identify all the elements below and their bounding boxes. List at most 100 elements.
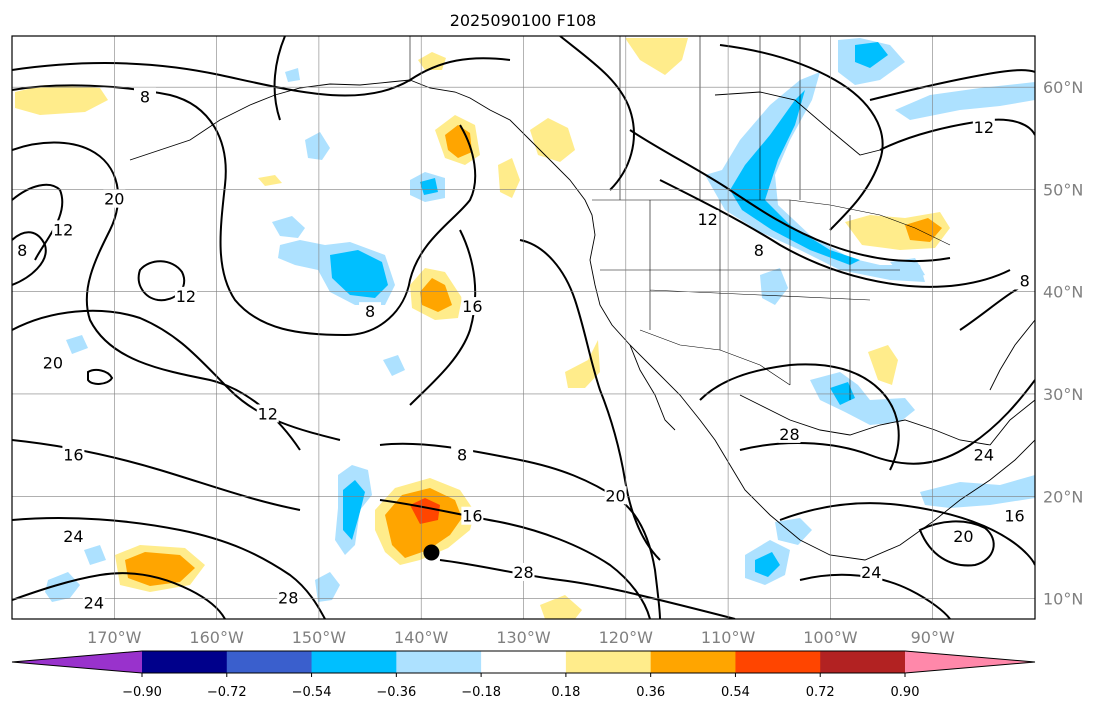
positive-anomaly-region: [868, 345, 898, 385]
contour-label-background: [747, 240, 770, 259]
contour-label-background: [41, 353, 64, 372]
contour-line: [699, 363, 900, 471]
contour-label: 20: [605, 486, 625, 505]
gulf-coastline: [739, 394, 1035, 446]
contour-line: [12, 57, 511, 97]
map-frame: [11, 35, 1036, 620]
negative-anomaly-region: [315, 572, 340, 602]
contour-label: 24: [861, 563, 881, 582]
negative-anomaly-region: [66, 335, 88, 354]
contour-label: 12: [258, 404, 278, 423]
contour-label-background: [451, 445, 474, 464]
contour-label-background: [604, 486, 627, 505]
colorbar-swatch: [311, 651, 397, 673]
contour-label-background: [1003, 506, 1026, 525]
contour-labels: 8 12 20 12 8 12 8 16 12 8 8 20 12 16 8 28 24 20 16 16 20 24 28…: [12, 87, 1035, 613]
contour-label: 24: [974, 445, 994, 464]
contour-label-background: [860, 562, 883, 581]
contour-label: 8: [17, 241, 27, 260]
negative-anomaly-region: [775, 518, 812, 545]
contour-line: [12, 84, 477, 337]
negative-anomaly-region: [855, 42, 888, 68]
contour-line: [779, 502, 1035, 566]
colorbar-swatch: [481, 651, 567, 673]
contour-line: [12, 231, 47, 286]
east-coastline: [989, 319, 1035, 391]
positive-anomaly-region: [410, 498, 440, 524]
negative-anomaly-region: [895, 82, 1035, 120]
contour-line: [409, 229, 477, 406]
contour-label: 16: [462, 507, 482, 526]
baja-coastline: [629, 344, 676, 431]
contour-line: [379, 499, 651, 619]
contour-label: 12: [176, 287, 196, 306]
lat-tick-label: 30°N: [1043, 385, 1083, 404]
contour-label: 12: [974, 118, 994, 137]
colorbar-tick-label: 0.18: [551, 685, 580, 700]
positive-anomaly-region: [258, 175, 282, 186]
contour-line: [869, 69, 1035, 101]
contour-label: 20: [104, 190, 124, 209]
lat-tick-label: 60°N: [1043, 78, 1083, 97]
contour-line: [439, 559, 736, 619]
colorbar-tick-label: 0.36: [636, 685, 665, 700]
lon-tick-label: 150°W: [292, 628, 347, 647]
negative-anomaly-region: [383, 355, 405, 376]
positive-anomaly-region: [625, 38, 688, 75]
colorbar-tick-label: −0.72: [207, 685, 247, 700]
contour-label-background: [972, 445, 995, 464]
contour-label: 12: [53, 220, 73, 239]
lat-tick-label: 40°N: [1043, 283, 1083, 302]
lat-tick-label: 10°N: [1043, 590, 1083, 609]
contour-label: 24: [63, 527, 83, 546]
longitude-tick-labels: 170°W 160°W 150°W 140°W 130°W 120°W 110°W 100°W…: [87, 628, 955, 647]
contour-label: 20: [953, 527, 973, 546]
colorbar-swatch: [650, 651, 736, 673]
contour-label-background: [461, 506, 484, 525]
contour-label: 28: [779, 425, 799, 444]
contour-label-background: [952, 527, 975, 546]
negative-anomaly-region: [330, 250, 388, 298]
colorbar-tick-label: −0.90: [122, 685, 162, 700]
colorbar-tick-label: 0.72: [806, 685, 835, 700]
contour-line: [659, 179, 1011, 288]
negative-anomaly-region: [272, 216, 305, 238]
contour-label: 16: [1004, 507, 1024, 526]
contour-line: [629, 129, 951, 263]
contour-label: 24: [84, 594, 104, 613]
lat-tick-label: 50°N: [1043, 180, 1083, 199]
contour-line: [918, 520, 995, 567]
contour-label-background: [461, 297, 484, 316]
gridlines: [12, 36, 1035, 619]
contour-label-background: [62, 527, 85, 546]
positive-anomaly-region: [565, 340, 600, 388]
negative-anomaly-region: [305, 132, 330, 160]
negative-anomaly-region: [755, 552, 780, 577]
contour-line: [799, 573, 951, 619]
contour-label-background: [359, 302, 382, 321]
contour-line: [739, 379, 1035, 465]
contour-line: [12, 439, 301, 511]
negative-anomaly-region: [420, 178, 438, 195]
province-border: [619, 36, 801, 200]
colorbar-tick-label: −0.18: [461, 685, 501, 700]
storm-center-marker: [423, 544, 440, 561]
contour-label: 16: [462, 297, 482, 316]
positive-anomaly-region: [125, 552, 195, 586]
contour-line: [87, 369, 114, 385]
negative-anomaly-region: [84, 545, 106, 565]
colorbar-swatch: [820, 651, 906, 673]
contour-label: 8: [754, 241, 764, 260]
negative-anomaly-region: [810, 372, 915, 425]
colorbar-swatch: [396, 651, 482, 673]
negative-anomaly-region: [343, 480, 365, 540]
contour-label-background: [512, 562, 535, 581]
contour-label-background: [12, 240, 34, 259]
political-borders: [409, 36, 951, 400]
negative-anomaly-region: [830, 382, 855, 405]
lon-tick-label: 120°W: [599, 628, 654, 647]
positive-anomaly-region: [420, 278, 452, 312]
contour-label: 20: [43, 353, 63, 372]
contour-label-background: [972, 118, 995, 137]
